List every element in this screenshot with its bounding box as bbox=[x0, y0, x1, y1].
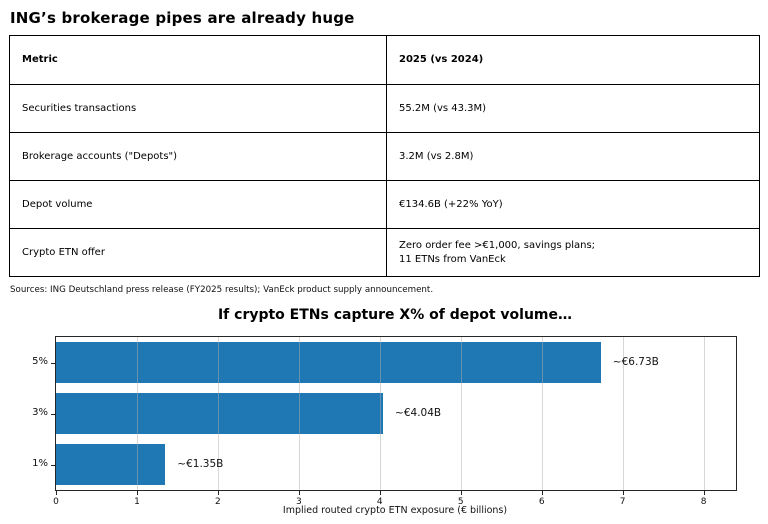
gridline bbox=[298, 337, 300, 490]
bar bbox=[56, 393, 384, 434]
metric-cell: Securities transactions bbox=[9, 84, 387, 133]
x-tick-label: 7 bbox=[619, 497, 626, 507]
gridline bbox=[217, 337, 219, 490]
gridline bbox=[541, 337, 543, 490]
col-header-2025: 2025 (vs 2024) bbox=[386, 35, 760, 85]
x-tick-label: 0 bbox=[53, 497, 59, 507]
x-tick-label: 4 bbox=[376, 497, 383, 507]
value-cell: 3.2M (vs 2.8M) bbox=[386, 132, 760, 181]
table-row: Brokerage accounts ("Depots") 3.2M (vs 2… bbox=[9, 132, 760, 181]
x-axis-label: Implied routed crypto ETN exposure (€ bi… bbox=[282, 505, 508, 516]
value-cell: 55.2M (vs 43.3M) bbox=[386, 84, 760, 133]
x-tick-label: 3 bbox=[295, 497, 302, 507]
x-tick-mark bbox=[136, 491, 138, 495]
x-tick-mark bbox=[541, 491, 543, 495]
sources-note: Sources: ING Deutschland press release (… bbox=[10, 285, 434, 295]
metric-cell: Crypto ETN offer bbox=[9, 228, 387, 277]
x-tick-label: 6 bbox=[538, 497, 545, 507]
y-tick-label: 1% bbox=[32, 458, 48, 469]
x-tick-mark bbox=[217, 491, 219, 495]
x-tick-label: 2 bbox=[215, 497, 221, 507]
bar-value-label: ~€4.04B bbox=[395, 406, 442, 419]
y-tick-label: 5% bbox=[32, 356, 48, 367]
y-tick-mark bbox=[51, 413, 55, 415]
y-tick-mark bbox=[51, 464, 55, 466]
plot-area: ~€6.73B 5% ~€4.04B 3% ~€1.35B 1% 0 1 2 3 4 5 6 7 8 bbox=[32, 336, 737, 507]
gridline bbox=[379, 337, 381, 490]
metric-cell: Depot volume bbox=[9, 180, 387, 229]
x-tick-label: 1 bbox=[134, 497, 140, 507]
table-row: Crypto ETN offer Zero order fee >€1,000,… bbox=[9, 228, 760, 277]
gridline bbox=[460, 337, 462, 490]
table-row: Securities transactions 55.2M (vs 43.3M) bbox=[9, 84, 760, 133]
chart-title: If crypto ETNs capture X% of depot volum… bbox=[217, 307, 573, 323]
gridline bbox=[703, 337, 705, 490]
bar-value-label: ~€1.35B bbox=[177, 457, 224, 470]
x-tick-label: 5 bbox=[457, 497, 464, 507]
x-tick-mark bbox=[460, 491, 462, 495]
x-tick-label: 8 bbox=[700, 497, 707, 507]
y-tick-mark bbox=[51, 362, 55, 364]
bar bbox=[56, 444, 166, 485]
x-tick-mark bbox=[379, 491, 381, 495]
value-cell: €134.6B (+22% YoY) bbox=[386, 180, 760, 229]
table-row: Depot volume €134.6B (+22% YoY) bbox=[9, 180, 760, 229]
x-tick-mark bbox=[703, 491, 705, 495]
x-tick-mark bbox=[56, 491, 57, 495]
x-tick-mark bbox=[622, 491, 624, 495]
bar bbox=[56, 342, 601, 383]
page-title: ING’s brokerage pipes are already huge bbox=[10, 9, 355, 27]
value-cell: Zero order fee >€1,000, savings plans; 1… bbox=[386, 228, 760, 277]
metrics-table: Metric 2025 (vs 2024) Securities transac… bbox=[9, 35, 760, 277]
bar-value-label: ~€6.73B bbox=[612, 355, 659, 368]
table-header-row: Metric 2025 (vs 2024) bbox=[9, 35, 760, 85]
x-tick-mark bbox=[298, 491, 300, 495]
gridline bbox=[622, 337, 624, 490]
y-tick-label: 3% bbox=[32, 407, 48, 418]
gridline bbox=[136, 337, 138, 490]
col-header-metric: Metric bbox=[9, 35, 387, 85]
metric-cell: Brokerage accounts ("Depots") bbox=[9, 132, 387, 181]
